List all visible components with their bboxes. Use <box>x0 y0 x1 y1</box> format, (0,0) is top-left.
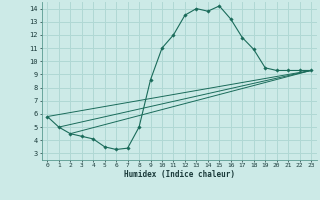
X-axis label: Humidex (Indice chaleur): Humidex (Indice chaleur) <box>124 170 235 179</box>
